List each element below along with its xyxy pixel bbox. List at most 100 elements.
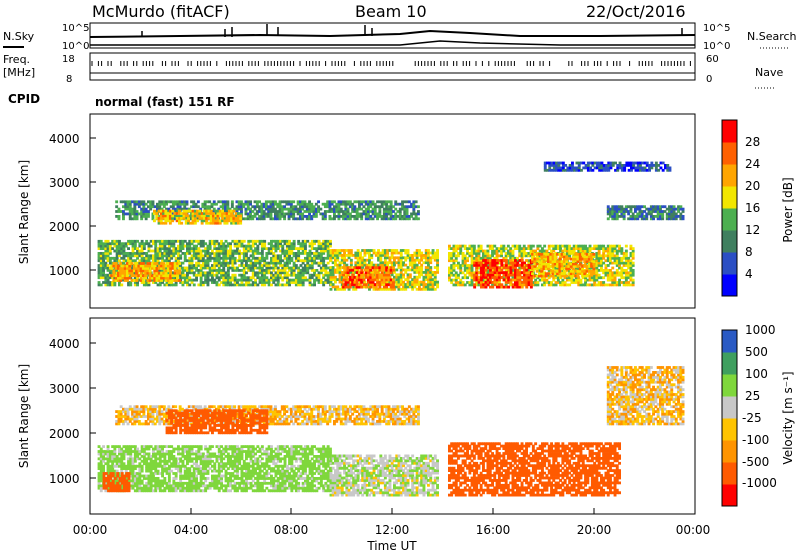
heatmap-cell [231, 283, 235, 287]
heatmap-cell [361, 263, 365, 267]
heatmap-cell [570, 247, 574, 250]
heatmap-cell [448, 244, 451, 248]
heatmap-cell [457, 244, 460, 248]
heatmap-cell [572, 257, 575, 261]
heatmap-cell [472, 259, 476, 263]
heatmap-cell [611, 252, 615, 255]
heatmap-cell [513, 244, 517, 248]
heatmap-cell [523, 271, 526, 274]
heatmap-cell [288, 239, 291, 243]
heatmap-cell [533, 274, 537, 278]
heatmap-cell [128, 215, 132, 218]
heatmap-cell [534, 283, 538, 287]
heatmap-cell [179, 276, 183, 280]
heatmap-cell [270, 261, 273, 265]
heatmap-cell [114, 276, 118, 280]
heatmap-cell [304, 278, 307, 282]
heatmap-cell [486, 254, 490, 258]
heatmap-cell [509, 264, 513, 267]
heatmap-cell [206, 278, 210, 282]
heatmap-cell [178, 271, 182, 275]
heatmap-cell [147, 283, 151, 287]
heatmap-cell [495, 249, 499, 253]
heatmap-cell [380, 271, 384, 274]
heatmap-cell [188, 259, 192, 263]
heatmap-cell [385, 266, 389, 270]
heatmap-cell [563, 264, 567, 267]
heatmap-cell [258, 278, 262, 282]
heatmap-cell [292, 200, 296, 204]
heatmap-cell [427, 251, 430, 255]
heatmap-cell [412, 207, 416, 211]
heatmap-cell [272, 256, 276, 260]
heatmap-cell [170, 283, 174, 287]
heatmap-cell [358, 207, 361, 211]
heatmap-cell [190, 242, 194, 246]
heatmap-cell [278, 207, 282, 211]
heatmap-cell [226, 278, 230, 282]
heatmap-cell [136, 276, 139, 280]
heatmap-cell [560, 262, 564, 266]
heatmap-cell [364, 207, 368, 211]
heatmap-cell [186, 271, 189, 275]
heatmap-cell [178, 215, 182, 218]
heatmap-cell [330, 202, 334, 206]
heatmap-cell [258, 259, 262, 263]
heatmap-cell [147, 254, 151, 258]
heatmap-cell [355, 217, 359, 221]
heatmap-cell [370, 254, 374, 257]
heatmap-cell [413, 271, 417, 274]
heatmap-cell [504, 273, 508, 277]
heatmap-cell [181, 271, 185, 275]
heatmap-cell [470, 247, 474, 250]
heatmap-cell [482, 259, 486, 262]
heatmap-cell [593, 244, 597, 248]
heatmap-cell [161, 281, 164, 284]
heatmap-cell [115, 200, 119, 204]
heatmap-cell [378, 266, 382, 270]
heatmap-cell [511, 261, 515, 265]
heatmap-cell [553, 252, 557, 256]
heatmap-cell [168, 212, 172, 215]
heatmap-cell [533, 252, 537, 256]
heatmap-cell [377, 287, 380, 291]
heatmap-cell [183, 266, 187, 270]
heatmap-cell [123, 274, 127, 278]
heatmap-cell [118, 281, 121, 284]
heatmap-cell [584, 278, 587, 282]
heatmap-cell [629, 276, 633, 280]
heatmap-cell [502, 273, 506, 277]
heatmap-cell [220, 273, 223, 277]
heatmap-cell [297, 256, 301, 260]
heatmap-cell [624, 271, 628, 275]
heatmap-cell [312, 207, 316, 211]
heatmap-cell [459, 252, 463, 255]
heatmap-cell [255, 217, 259, 221]
heatmap-cell [294, 207, 298, 211]
heatmap-cell [382, 276, 386, 279]
heatmap-cell [147, 256, 151, 260]
heatmap-cell [547, 255, 550, 259]
heatmap-cell [153, 219, 156, 223]
heatmap-cell [290, 244, 294, 248]
heatmap-cell [392, 205, 395, 209]
heatmap-cell [482, 273, 486, 277]
heatmap-cell [140, 252, 144, 255]
heatmap-cell [431, 254, 435, 257]
heatmap-cell [329, 244, 332, 248]
heatmap-cell [613, 247, 617, 250]
heatmap-cell [538, 278, 542, 282]
heatmap-cell [181, 281, 185, 284]
heatmap-cell [264, 205, 268, 209]
heatmap-cell [620, 259, 624, 263]
heatmap-cell [394, 200, 398, 204]
heatmap-cell [265, 278, 269, 282]
heatmap-cell [412, 202, 416, 206]
heatmap-cell [367, 217, 370, 221]
heatmap-cell [475, 266, 479, 270]
heatmap-cell [431, 285, 435, 289]
heatmap-cell [208, 271, 212, 275]
heatmap-cell [581, 244, 585, 248]
heatmap-cell [346, 278, 350, 282]
heatmap-cell [344, 210, 348, 213]
